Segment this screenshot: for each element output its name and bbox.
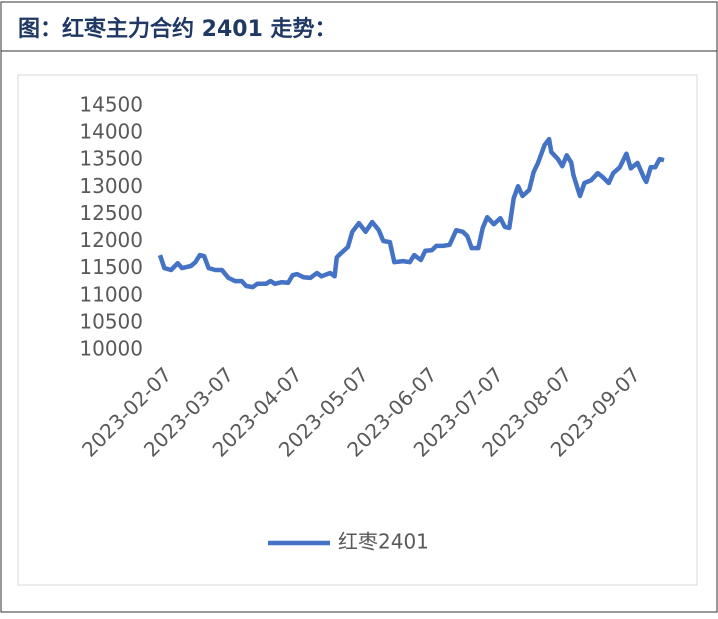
y-tick-label: 10000 [79, 337, 143, 361]
legend-label: 红枣2401 [338, 530, 429, 554]
line [157, 136, 665, 290]
y-tick-label: 13000 [79, 174, 143, 198]
y-tick-label: 14000 [79, 120, 143, 144]
plot-frame [17, 74, 698, 586]
y-tick-label: 11000 [79, 282, 143, 306]
y-tick-label: 12500 [79, 201, 143, 225]
y-tick-label: 11500 [79, 255, 143, 279]
y-tick-label: 10500 [79, 309, 143, 333]
y-tick-label: 14500 [79, 93, 143, 117]
y-tick-label: 13500 [79, 147, 143, 171]
y-tick-label: 12000 [79, 228, 143, 252]
chart-title: 图：红枣主力合约 2401 走势： [18, 16, 337, 42]
